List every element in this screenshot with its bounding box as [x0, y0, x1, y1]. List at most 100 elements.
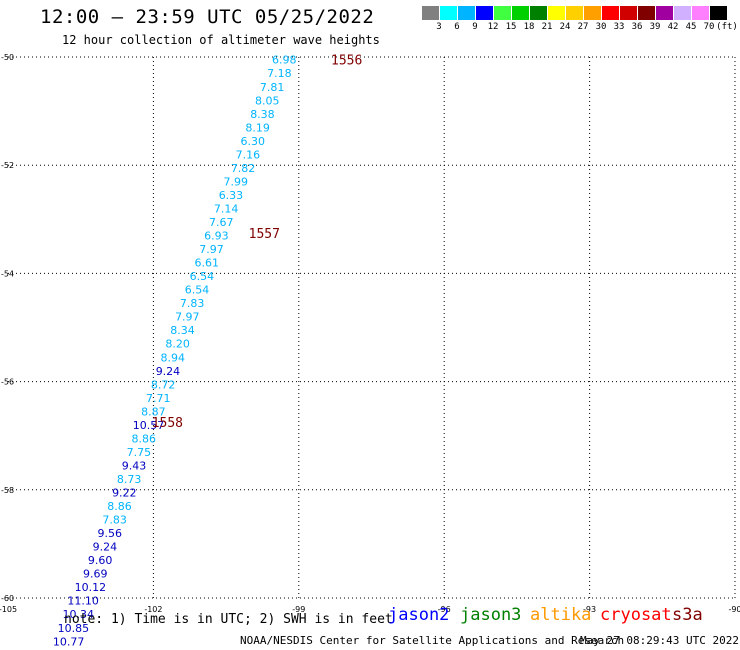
- satellite-jason3: jason3: [460, 605, 522, 625]
- legend-swatch: [476, 6, 494, 20]
- legend-label: 42: [667, 22, 679, 32]
- satellite-altika: altika: [530, 605, 592, 625]
- lon-tick-label: -93: [583, 605, 596, 614]
- wave-height-label: 11.10: [67, 595, 99, 608]
- legend-label: 27: [577, 22, 589, 32]
- color-scale-legend: [422, 6, 728, 20]
- wave-height-label: 7.75: [127, 446, 152, 459]
- satellite-s3a: s3a: [672, 605, 703, 625]
- wave-height-label: 7.82: [231, 162, 256, 175]
- wave-height-label: 6.33: [219, 189, 244, 202]
- wave-height-label: 7.83: [180, 297, 205, 310]
- wave-height-label: 7.71: [146, 392, 171, 405]
- wave-height-label: 9.69: [83, 568, 108, 581]
- legend-swatch: [710, 6, 728, 20]
- legend-label: 21: [541, 22, 553, 32]
- legend-label: 45: [685, 22, 697, 32]
- color-scale-labels: 3 6 9 12 15 18 21 24 27 30 33 36 39 42 45 70 (ft): [422, 22, 740, 36]
- lon-tick-label: -99: [292, 605, 305, 614]
- satellite-jason2: jason2: [388, 605, 450, 625]
- legend-swatch: [692, 6, 710, 20]
- wave-height-label: 9.24: [93, 541, 118, 554]
- legend-label: (ft): [716, 22, 738, 32]
- wave-height-label: 7.18: [267, 67, 292, 80]
- legend-label: 39: [649, 22, 661, 32]
- lon-tick-label: -105: [0, 605, 17, 614]
- legend-swatch: [566, 6, 584, 20]
- wave-height-label: 8.94: [161, 351, 186, 364]
- wave-height-label: 8.86: [107, 500, 132, 513]
- wave-height-label: 10.85: [58, 622, 90, 635]
- map-title: 12:00 — 23:59 UTC 05/25/2022: [40, 6, 375, 28]
- wave-height-label: 8.72: [151, 378, 176, 391]
- wave-height-label: 10.77: [53, 635, 85, 648]
- legend-label: 36: [631, 22, 643, 32]
- legend-label: 12: [487, 22, 499, 32]
- legend-label: 24: [559, 22, 571, 32]
- legend-swatch: [674, 6, 692, 20]
- legend-label: 18: [523, 22, 535, 32]
- wave-height-label: 8.87: [141, 405, 166, 418]
- wave-height-label: 9.56: [98, 527, 123, 540]
- wave-height-label: 8.38: [250, 108, 275, 121]
- legend-swatch: [440, 6, 458, 20]
- wave-height-label: 6.61: [194, 257, 219, 270]
- wave-height-label: 9.22: [112, 487, 137, 500]
- wave-height-label: 8.19: [245, 121, 270, 134]
- wave-height-label: 6.54: [190, 270, 215, 283]
- legend-label: 30: [595, 22, 607, 32]
- legend-label: 15: [505, 22, 517, 32]
- legend-swatch: [512, 6, 530, 20]
- data-source: NOAA/NESDIS Center for Satellite Applica…: [240, 634, 625, 647]
- lat-tick-label: -56: [1, 378, 14, 387]
- legend-swatch: [602, 6, 620, 20]
- legend-swatch: [620, 6, 638, 20]
- wave-height-label: 8.86: [131, 432, 156, 445]
- wave-height-label: 9.24: [156, 365, 181, 378]
- wave-height-label: 9.60: [88, 554, 113, 567]
- legend-swatch: [638, 6, 656, 20]
- lat-tick-label: -52: [1, 161, 14, 170]
- wave-height-label: 10.12: [75, 581, 107, 594]
- generated-timestamp: May 27 08:29:43 UTC 2022: [580, 634, 739, 647]
- wave-height-label: 6.98: [272, 54, 297, 67]
- time-marker-label: 1556: [331, 54, 362, 69]
- legend-swatch: [548, 6, 566, 20]
- wave-height-label: 7.16: [236, 148, 261, 161]
- wave-height-label: 6.93: [204, 230, 229, 243]
- wave-height-label: 6.54: [185, 284, 210, 297]
- legend-label: 6: [454, 22, 460, 32]
- lon-tick-label: -102: [144, 605, 162, 614]
- footer-note: note: 1) Time is in UTC; 2) SWH is in fe…: [64, 612, 393, 627]
- legend-swatch: [422, 6, 440, 20]
- lat-tick-label: -58: [1, 486, 14, 495]
- wave-height-label: 8.34: [170, 324, 195, 337]
- wave-height-label: 8.20: [165, 338, 190, 351]
- lat-tick-label: -54: [1, 269, 14, 278]
- lat-tick-label: -50: [1, 53, 14, 62]
- wave-height-label: 7.97: [175, 311, 200, 324]
- wave-height-label: 6.30: [241, 135, 266, 148]
- legend-swatch: [494, 6, 512, 20]
- time-marker-label: 1557: [249, 227, 280, 242]
- wave-height-label: 10.57: [133, 419, 165, 432]
- satellite-cryosat: cryosat: [600, 605, 672, 625]
- legend-label: 33: [613, 22, 625, 32]
- legend-label: 3: [436, 22, 442, 32]
- legend-swatch: [458, 6, 476, 20]
- map-subtitle: 12 hour collection of altimeter wave hei…: [62, 33, 380, 47]
- wave-height-label: 7.14: [214, 202, 239, 215]
- lon-tick-label: -90: [728, 605, 740, 614]
- wave-height-label: 8.73: [117, 473, 142, 486]
- wave-height-label: 7.81: [260, 81, 285, 94]
- legend-label: 9: [472, 22, 478, 32]
- wave-height-label: 7.99: [224, 175, 249, 188]
- wave-height-label: 7.67: [209, 216, 234, 229]
- wave-height-label: 7.83: [102, 514, 127, 527]
- lat-tick-label: -60: [1, 594, 14, 603]
- wave-height-label: 9.43: [122, 459, 147, 472]
- wave-height-label: 8.05: [255, 94, 280, 107]
- wave-height-label: 7.97: [199, 243, 224, 256]
- time-marker-label: 1558: [152, 416, 183, 431]
